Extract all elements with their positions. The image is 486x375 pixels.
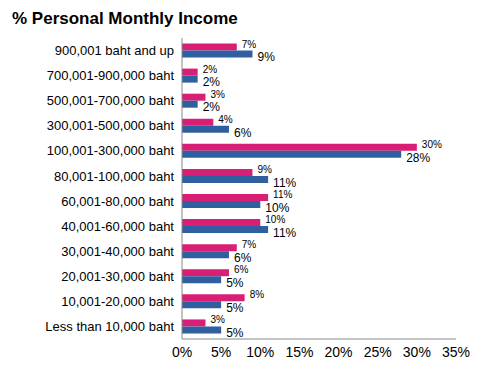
svg-text:10%: 10%	[265, 214, 285, 225]
svg-text:5%: 5%	[226, 276, 244, 290]
svg-text:Less than 10,000 baht: Less than 10,000 baht	[45, 319, 174, 334]
svg-text:2%: 2%	[203, 75, 221, 89]
svg-text:10%: 10%	[246, 344, 274, 360]
svg-text:9%: 9%	[257, 164, 272, 175]
svg-text:3%: 3%	[210, 314, 225, 325]
svg-text:11%: 11%	[273, 176, 296, 190]
svg-text:6%: 6%	[234, 251, 252, 265]
svg-text:28%: 28%	[406, 151, 430, 165]
svg-text:7%: 7%	[242, 239, 257, 250]
svg-text:9%: 9%	[257, 50, 275, 64]
svg-text:25%: 25%	[364, 344, 392, 360]
svg-text:5%: 5%	[226, 301, 244, 315]
svg-text:11%: 11%	[273, 226, 296, 240]
svg-text:6%: 6%	[234, 126, 252, 140]
svg-text:30,001-40,000 baht: 30,001-40,000 baht	[61, 244, 174, 259]
svg-text:3%: 3%	[210, 89, 225, 100]
svg-text:60,001-80,000 baht: 60,001-80,000 baht	[61, 194, 174, 209]
svg-text:30%: 30%	[403, 344, 431, 360]
svg-text:35%: 35%	[442, 344, 470, 360]
svg-text:700,001-900,000 baht: 700,001-900,000 baht	[47, 68, 175, 83]
svg-text:80,001-100,000 baht: 80,001-100,000 baht	[54, 169, 174, 184]
svg-text:0%: 0%	[172, 344, 192, 360]
svg-text:100,001-300,000 baht: 100,001-300,000 baht	[47, 143, 175, 158]
svg-text:7%: 7%	[242, 39, 257, 50]
svg-text:10%: 10%	[265, 201, 289, 215]
svg-text:20%: 20%	[325, 344, 353, 360]
svg-text:6%: 6%	[234, 264, 249, 275]
svg-text:2%: 2%	[203, 100, 221, 114]
svg-text:30%: 30%	[422, 139, 442, 150]
svg-text:900,001 baht and up: 900,001 baht and up	[55, 43, 174, 58]
svg-text:11%: 11%	[273, 189, 292, 200]
svg-text:5%: 5%	[211, 344, 231, 360]
svg-text:8%: 8%	[250, 289, 265, 300]
svg-text:20,001-30,000 baht: 20,001-30,000 baht	[61, 269, 174, 284]
svg-text:5%: 5%	[226, 326, 244, 340]
svg-text:4%: 4%	[218, 114, 233, 125]
svg-text:500,001-700,000 baht: 500,001-700,000 baht	[47, 93, 175, 108]
svg-text:2%: 2%	[203, 64, 218, 75]
svg-text:10,001-20,000 baht: 10,001-20,000 baht	[61, 294, 174, 309]
svg-text:15%: 15%	[285, 344, 313, 360]
html-text:% Personal Monthly Income: % Personal Monthly Income	[12, 9, 238, 28]
svg-text:40,001-60,000 baht: 40,001-60,000 baht	[61, 219, 174, 234]
svg-text:300,001-500,000 baht: 300,001-500,000 baht	[47, 118, 175, 133]
